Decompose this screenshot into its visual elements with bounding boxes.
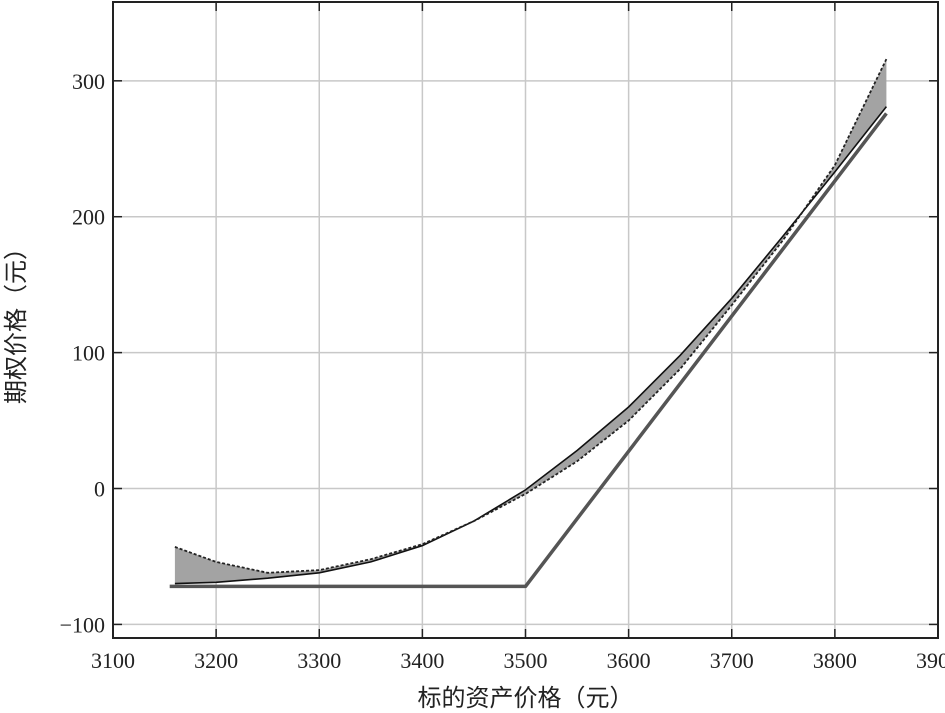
- x-axis-title: 标的资产价格（元）: [418, 684, 634, 712]
- series-solid-thick-gray: [169, 112, 888, 589]
- shaded-region: [174, 59, 887, 584]
- x-tick-label: 3500: [504, 648, 548, 673]
- x-tick-label: 3900: [916, 648, 945, 673]
- series-solid-thin-black: [174, 106, 888, 585]
- x-tick-label: 3600: [607, 648, 651, 673]
- x-tick-label: 3400: [400, 648, 444, 673]
- x-tick-label: 3200: [194, 648, 238, 673]
- y-tick-label: −100: [60, 612, 105, 637]
- series-dashed-dark: [174, 58, 888, 574]
- series-lines: [169, 58, 888, 589]
- y-axis-ticks: −100 0 100 200 300: [60, 69, 938, 637]
- grid-lines: [113, 2, 938, 638]
- y-tick-label: 300: [72, 69, 105, 94]
- y-axis-title: 期权价格（元）: [2, 236, 30, 404]
- x-tick-label: 3100: [91, 648, 135, 673]
- x-tick-label: 3800: [813, 648, 857, 673]
- x-axis-ticks: 3100 3200 3300 3400 3500 3600 3700 3800 3900: [91, 2, 945, 673]
- shaded-area: [174, 59, 887, 584]
- x-tick-label: 3700: [710, 648, 754, 673]
- y-tick-label: 200: [72, 205, 105, 230]
- y-tick-label: 100: [72, 341, 105, 366]
- x-tick-label: 3300: [297, 648, 341, 673]
- y-tick-label: 0: [94, 477, 105, 502]
